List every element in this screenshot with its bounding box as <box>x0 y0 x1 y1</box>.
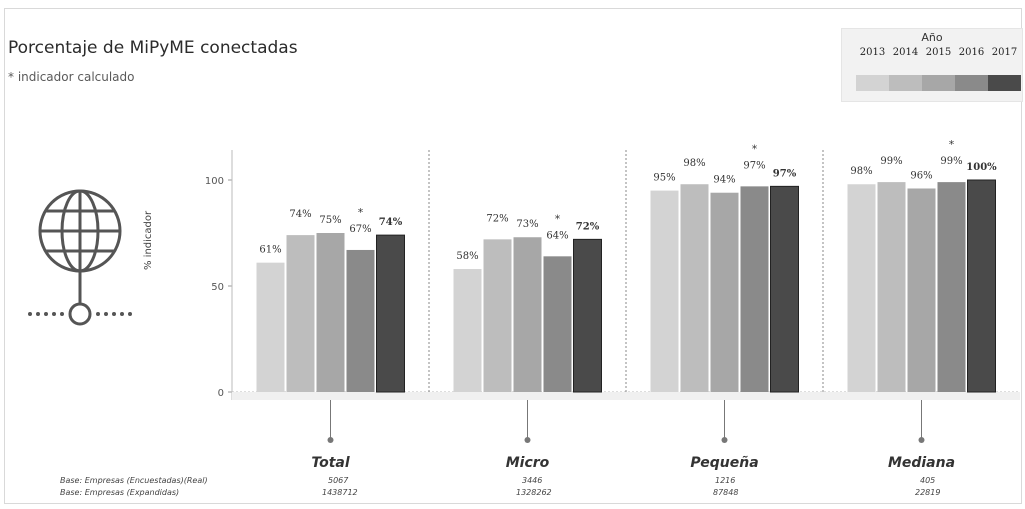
data-label: 100% <box>966 162 997 173</box>
bar <box>256 262 285 392</box>
footer-value: 87848 <box>713 488 739 497</box>
legend-year: 2015 <box>925 47 952 58</box>
bar <box>346 249 375 392</box>
chart-subtitle: * indicador calculado <box>8 70 135 84</box>
bar <box>967 179 996 393</box>
bar <box>286 235 315 392</box>
bar <box>543 256 572 392</box>
bar <box>740 186 769 392</box>
legend-swatch-2013 <box>856 75 889 91</box>
data-label: 94% <box>713 175 735 186</box>
category-label: Total <box>311 455 350 471</box>
bar <box>650 190 679 392</box>
legend-swatch-2017 <box>988 75 1021 91</box>
bar <box>573 238 602 393</box>
data-label: 96% <box>910 170 932 181</box>
category-label: Pequeña <box>690 455 758 471</box>
calculated-star: * <box>358 206 364 219</box>
data-label: 64% <box>546 230 568 241</box>
bar <box>316 233 345 392</box>
data-label: 74% <box>289 209 311 220</box>
category-label: Mediana <box>888 455 955 471</box>
data-label: 99% <box>940 156 962 167</box>
data-label: 99% <box>880 156 902 167</box>
bar <box>453 269 482 392</box>
bar <box>513 237 542 392</box>
footer-value: 1216 <box>715 476 736 485</box>
bar <box>680 184 709 392</box>
legend-swatches <box>856 75 1021 95</box>
y-tick-label: 100 <box>205 176 224 187</box>
category-dot <box>918 437 925 443</box>
bar <box>376 234 405 393</box>
footer-value: 5067 <box>328 476 349 485</box>
footer-value: 405 <box>920 476 936 485</box>
category-dot <box>721 437 728 443</box>
data-label: 75% <box>319 215 341 226</box>
footer-row1-label: Base: Empresas (Encuestadas)(Real) <box>60 476 208 485</box>
data-label: 74% <box>379 217 403 228</box>
bar <box>483 239 512 392</box>
bar <box>710 192 739 392</box>
footer-value: 1438712 <box>322 488 358 497</box>
data-label: 98% <box>850 166 872 177</box>
calculated-star: * <box>949 138 955 151</box>
data-label: 95% <box>653 173 675 184</box>
data-label: 97% <box>743 160 765 171</box>
bar <box>937 182 966 392</box>
bar <box>877 182 906 392</box>
legend-years: 2013 2014 2015 2016 2017 <box>856 47 1021 58</box>
legend-title: Año <box>921 31 943 44</box>
data-label: 73% <box>516 219 538 230</box>
data-label: 61% <box>259 245 281 256</box>
data-label: 97% <box>773 168 797 179</box>
data-label: 72% <box>486 213 508 224</box>
data-label: 67% <box>349 224 371 235</box>
y-tick-label: 0 <box>218 388 224 399</box>
legend-year: 2014 <box>892 47 919 58</box>
legend-year: 2016 <box>958 47 985 58</box>
legend-swatch-2014 <box>889 75 922 91</box>
legend-swatch-2016 <box>955 75 988 91</box>
footer-row2-label: Base: Empresas (Expandidas) <box>60 488 180 497</box>
category-dot <box>327 437 334 443</box>
bar <box>907 188 936 392</box>
bar <box>770 185 799 393</box>
category-dot <box>524 437 531 443</box>
footer-value: 3446 <box>522 476 543 485</box>
legend-year: 2017 <box>991 47 1018 58</box>
globe-network-icon <box>25 186 135 330</box>
bar <box>847 184 876 392</box>
legend-swatch-2015 <box>922 75 955 91</box>
y-tick-label: 50 <box>211 282 224 293</box>
footer-value: 1328262 <box>516 488 552 497</box>
data-label: 72% <box>576 221 600 232</box>
calculated-star: * <box>752 142 758 155</box>
footer-value: 22819 <box>915 488 941 497</box>
data-label: 98% <box>683 158 705 169</box>
legend-year: 2013 <box>859 47 886 58</box>
chart-title: Porcentaje de MiPyME conectadas <box>8 38 298 58</box>
data-label: 58% <box>456 251 478 262</box>
category-label: Micro <box>506 455 550 471</box>
year-legend: Año 2013 2014 2015 2016 2017 <box>841 28 1023 102</box>
axis-band <box>232 392 1020 400</box>
calculated-star: * <box>555 212 561 225</box>
